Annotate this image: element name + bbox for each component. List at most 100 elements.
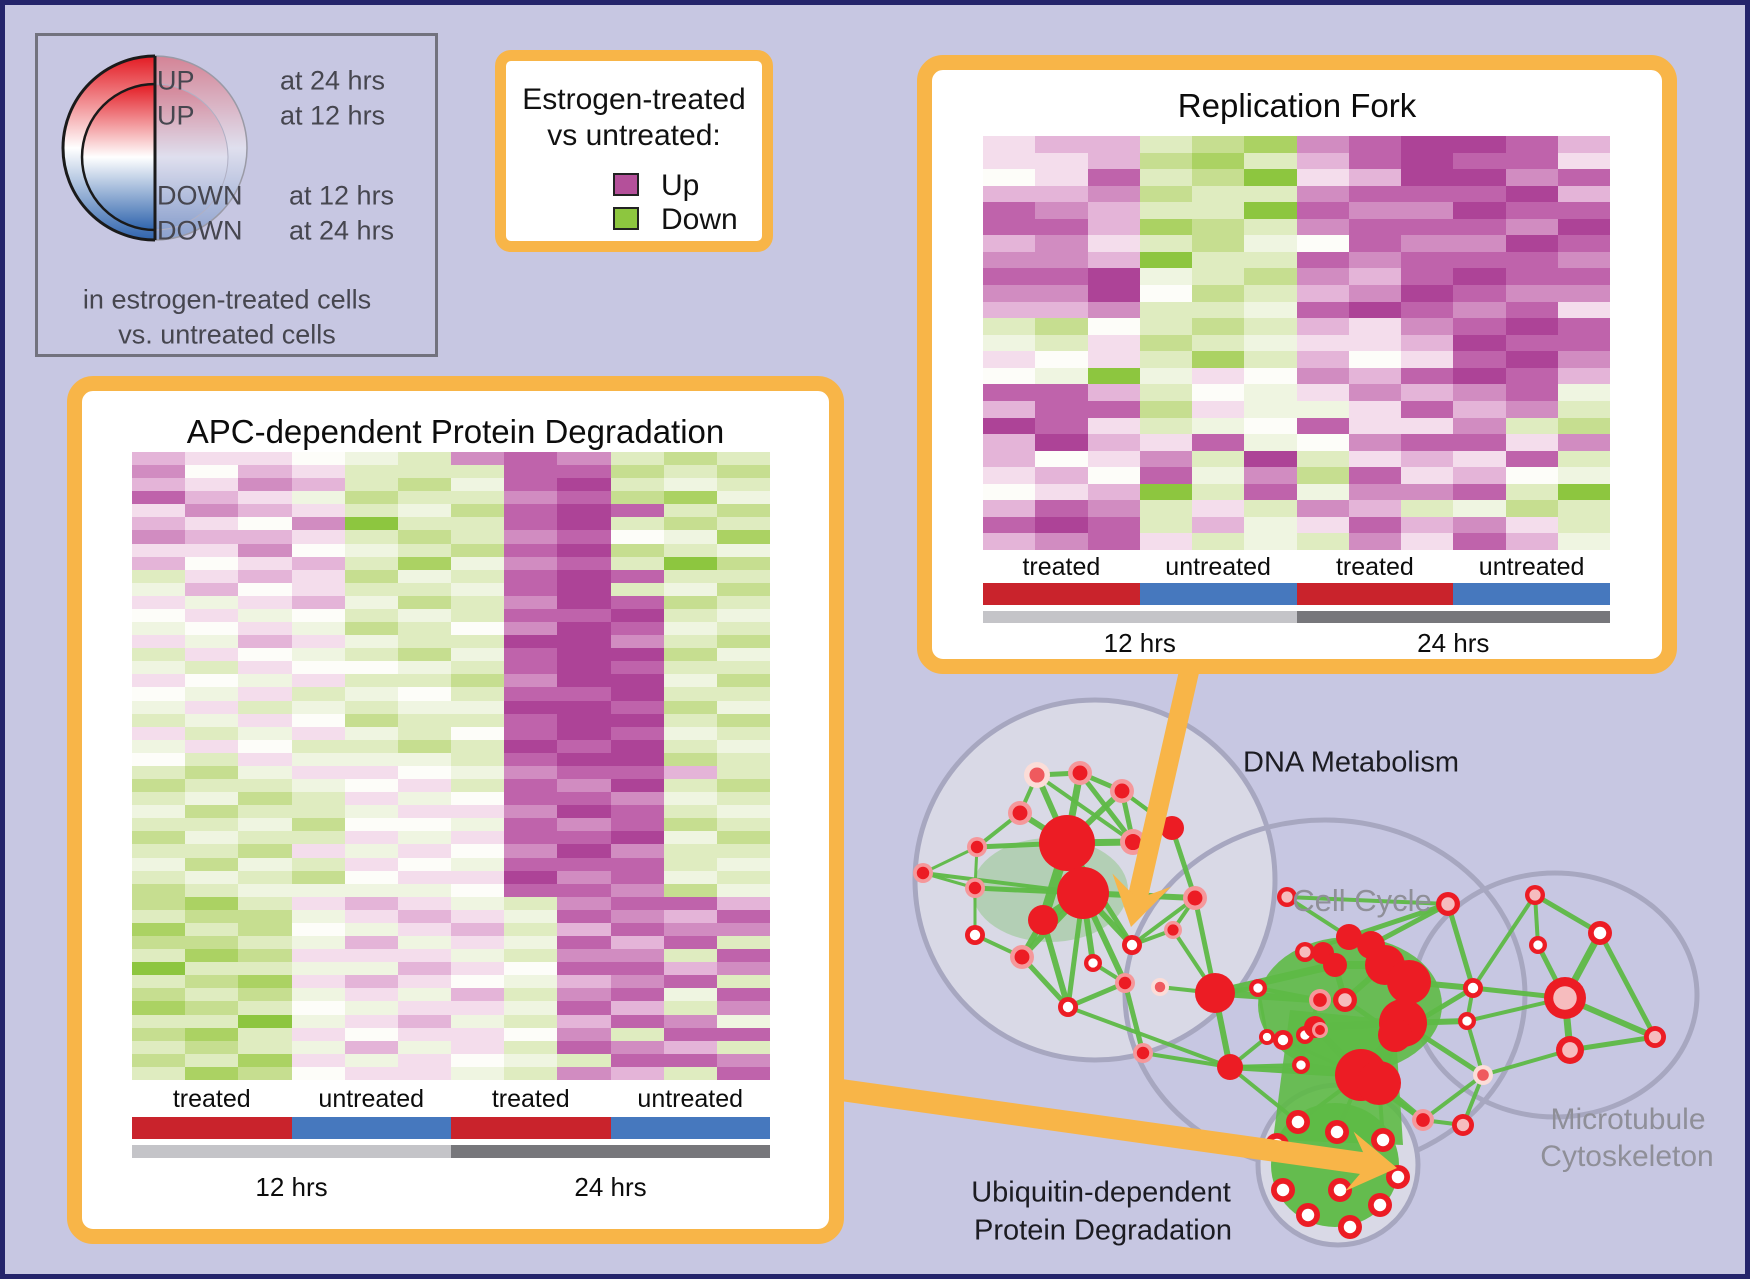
heatmap-cell — [1453, 417, 1506, 435]
network-edge — [1377, 1080, 1425, 1123]
network-edge — [1466, 996, 1566, 1023]
heatmap-cell — [397, 1014, 451, 1028]
heatmap-cell — [132, 765, 186, 780]
network-node-core — [1276, 1183, 1290, 1197]
heatmap-cell — [663, 530, 717, 544]
heatmap-cell — [451, 713, 505, 727]
heatmap-cell — [663, 883, 717, 897]
heatmap-cell — [663, 831, 717, 845]
heatmap-cell — [344, 530, 398, 544]
heatmap-cell — [663, 765, 717, 780]
heatmap-cell — [1401, 251, 1454, 269]
network-node-white-center — [1458, 1012, 1476, 1030]
heatmap-cell — [238, 909, 292, 923]
network-node-core — [1124, 833, 1142, 851]
heatmap-cell — [1087, 367, 1140, 385]
heatmap-cell — [397, 517, 451, 531]
heatmap-cell — [1505, 202, 1558, 219]
heatmap-cell — [1453, 218, 1506, 236]
heatmap-cell — [344, 582, 398, 596]
network-node-core — [1253, 983, 1263, 993]
heatmap-cell — [610, 792, 664, 806]
heatmap-cell — [397, 765, 451, 780]
heatmap-cell — [1453, 334, 1506, 352]
network-edge — [1040, 919, 1071, 1008]
heatmap-cell — [291, 936, 345, 950]
heatmap-cell — [610, 1014, 664, 1028]
heatmap-cell — [1401, 483, 1454, 501]
heatmap-cell — [504, 726, 558, 740]
heatmap-cell — [504, 595, 558, 609]
heatmap-cell — [1505, 367, 1558, 385]
heatmap-cell — [663, 844, 717, 858]
heatmap-cell — [504, 622, 558, 636]
network-node-core — [1072, 765, 1088, 781]
heatmap-cell — [397, 504, 451, 518]
heatmap-cell — [610, 700, 664, 714]
heatmap-cell — [1401, 202, 1454, 219]
network-node-pink-ring — [1115, 973, 1135, 993]
heatmap-cell — [185, 896, 239, 910]
heatmap-cell — [291, 962, 345, 976]
group-label-untreated: untreated — [1165, 553, 1271, 581]
heatmap-cell — [663, 452, 717, 466]
heatmap-cell — [504, 1001, 558, 1015]
heatmap-cell — [663, 648, 717, 662]
heatmap-cell — [504, 844, 558, 858]
heatmap-cell — [451, 739, 505, 753]
cluster-region-microtubule-cytoskeleton — [1410, 870, 1700, 1120]
heatmap-cell — [610, 818, 664, 832]
heatmap-cell — [238, 936, 292, 950]
heatmap-cell — [1192, 367, 1245, 385]
heatmap-cell — [451, 752, 505, 766]
heatmap-cell — [344, 752, 398, 766]
heatmap-cell — [344, 988, 398, 1002]
heatmap-cell — [610, 661, 664, 675]
heatmap-cell — [1192, 152, 1245, 170]
heatmap-cell — [344, 622, 398, 636]
heatmap-cell — [397, 452, 451, 466]
heatmap-cell — [1348, 500, 1401, 517]
cell-cycle-label: Cell Cycle — [1292, 883, 1432, 918]
heatmap-cell — [397, 1027, 451, 1041]
heatmap-cell — [185, 922, 239, 937]
heatmap-cell — [557, 857, 611, 871]
heatmap-cell — [238, 569, 292, 583]
network-node-white-center — [1084, 954, 1102, 972]
network-node-core — [1376, 1133, 1390, 1147]
heatmap-cell — [557, 530, 611, 544]
network-edge — [1122, 982, 1146, 1054]
heatmap-cell — [1505, 318, 1558, 335]
network-node-core — [1343, 1220, 1357, 1234]
heatmap-cell — [344, 661, 398, 675]
network-edge — [1465, 987, 1475, 1022]
network-node-pink-ring — [1010, 945, 1034, 969]
network-node-core — [1416, 1113, 1430, 1127]
network-edge — [1303, 1025, 1317, 1037]
heatmap-cell — [1557, 533, 1610, 550]
network-node-white-center — [1386, 1165, 1410, 1189]
heatmap-cell — [1401, 516, 1454, 534]
heatmap-cell — [983, 218, 1036, 236]
ring-row-time-1: at 12 hrs — [280, 100, 386, 131]
heatmap-cell — [291, 569, 345, 583]
heatmap-cell — [610, 556, 664, 570]
heatmap-cell — [344, 595, 398, 609]
network-edge — [1038, 841, 1072, 922]
heatmap-cell — [1296, 268, 1349, 286]
heatmap-cell — [185, 700, 239, 714]
heatmap-cell — [1401, 351, 1454, 368]
heatmap-cell — [504, 831, 558, 845]
heatmap-cell — [132, 1027, 186, 1041]
network-node-core — [1118, 976, 1132, 990]
heatmap-cell — [1087, 400, 1140, 418]
heatmap-cell — [132, 805, 186, 819]
heatmap-cell — [557, 687, 611, 701]
network-node-solid — [1304, 1016, 1326, 1038]
heatmap-cell — [557, 1027, 611, 1041]
heatmap-cell — [1087, 202, 1140, 219]
heatmap-cell — [557, 478, 611, 492]
network-edge — [1320, 950, 1338, 968]
network-node-core — [970, 840, 984, 854]
network-node-pale-ring — [1024, 762, 1050, 788]
